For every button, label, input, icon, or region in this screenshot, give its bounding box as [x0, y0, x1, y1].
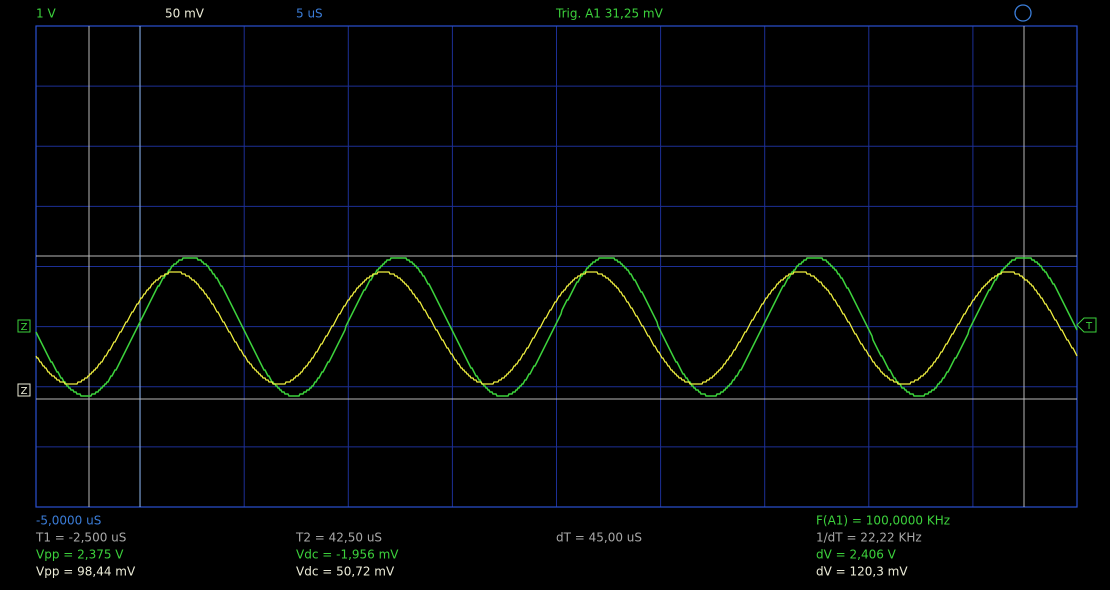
channel-b-marker-label: Z [21, 386, 28, 397]
status-indicator[interactable] [1014, 4, 1032, 22]
a-vpp: Vpp = 2,375 V [36, 548, 124, 562]
channel-a-trace [35, 257, 1078, 397]
trigger-info: Trig. A1 31,25 mV [555, 7, 664, 21]
t2: T2 = 42,50 uS [295, 531, 382, 545]
trigger-marker [1076, 317, 1097, 333]
channel-a-marker-label: Z [21, 322, 28, 333]
b-vdc: Vdc = 50,72 mV [296, 565, 395, 579]
dt: dT = 45,00 uS [556, 531, 642, 545]
channel-a-scale: 1 V [36, 7, 56, 21]
channel-b-trace [35, 271, 1078, 385]
trigger-marker-label: T [1085, 321, 1093, 332]
frequency: F(A1) = 100,0000 KHz [816, 514, 950, 528]
inv-dt: 1/dT = 22,22 KHz [816, 531, 922, 545]
channel-a-marker [17, 319, 31, 333]
channel-b-scale: 50 mV [165, 7, 205, 21]
offset: -5,0000 uS [36, 514, 101, 528]
channel-b-marker [17, 383, 31, 397]
b-dv: dV = 120,3 mV [816, 565, 908, 579]
grid [36, 26, 1077, 507]
b-vpp: Vpp = 98,44 mV [36, 565, 136, 579]
a-vdc: Vdc = -1,956 mV [296, 548, 399, 562]
a-dv: dV = 2,406 V [816, 548, 897, 562]
t1: T1 = -2,500 uS [35, 531, 126, 545]
graticule-frame [35, 25, 1078, 508]
timebase: 5 uS [296, 7, 323, 21]
